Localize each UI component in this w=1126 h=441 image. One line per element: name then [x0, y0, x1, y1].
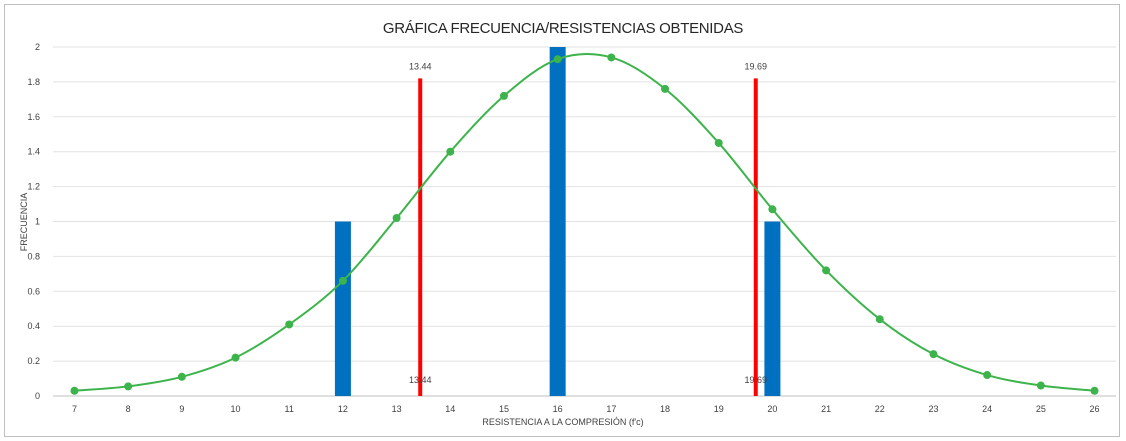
y-tick-label: 0.4 — [27, 321, 40, 331]
x-axis-label: RESISTENCIA A LA COMPRESIÓN (f'c) — [482, 417, 643, 427]
x-tick-label: 11 — [285, 404, 294, 414]
curve-point-22 — [875, 315, 884, 324]
y-tick-label: 1.8 — [27, 77, 40, 87]
limit-label-top: 19.69 — [744, 61, 767, 71]
x-tick-label: 12 — [338, 404, 348, 414]
curve-point-17 — [607, 53, 616, 62]
y-tick-label: 0.6 — [27, 286, 40, 296]
x-tick-label: 20 — [767, 404, 777, 414]
curve-point-12 — [338, 276, 347, 285]
y-tick-label: 0.8 — [27, 251, 40, 261]
curve-point-23 — [929, 350, 938, 359]
y-tick-label: 1.2 — [27, 182, 40, 192]
curve-point-11 — [285, 320, 294, 329]
curve-point-18 — [661, 84, 670, 93]
curve-point-7 — [70, 386, 79, 395]
x-tick-label: 22 — [875, 404, 885, 414]
limit-label-top: 13.44 — [409, 61, 432, 71]
x-tick-label: 26 — [1090, 404, 1100, 414]
curve-point-15 — [499, 91, 508, 100]
curve-line — [74, 53, 1095, 392]
curve-point-10 — [231, 353, 240, 362]
curve-point-13 — [392, 214, 401, 223]
curve-point-20 — [768, 205, 777, 214]
bar-20 — [764, 221, 781, 396]
y-tick-label: 0 — [35, 391, 40, 401]
y-axis-label: FRECUENCIA — [19, 193, 29, 252]
bar-12 — [334, 221, 351, 396]
y-tick-label: 1.6 — [27, 112, 40, 122]
curve-point-19 — [714, 138, 723, 147]
x-tick-label: 14 — [445, 404, 455, 414]
x-tick-label: 8 — [126, 404, 131, 414]
x-tick-label: 10 — [231, 404, 241, 414]
x-tick-label: 13 — [392, 404, 402, 414]
limit-label-bottom: 19.69 — [744, 375, 767, 385]
x-axis-ticks: 7 8 9 10 11 12 13 14 15 16 17 18 19 20 21 22 23 24 25 26 — [72, 404, 1100, 414]
curve-point-25 — [1036, 381, 1045, 390]
normal-curve — [70, 53, 1099, 395]
y-tick-label: 0.2 — [27, 356, 40, 366]
limit-lines: 13.44 13.44 19.69 19.69 — [409, 61, 767, 396]
x-tick-label: 25 — [1036, 404, 1046, 414]
curve-point-26 — [1090, 386, 1099, 395]
y-axis-ticks: 0 0.2 0.4 0.6 0.8 1 1.2 1.4 1.6 1.8 2 — [27, 42, 40, 401]
x-tick-label: 19 — [714, 404, 724, 414]
curve-point-21 — [822, 266, 831, 275]
x-tick-label: 18 — [660, 404, 670, 414]
gridlines — [53, 46, 1116, 397]
y-tick-label: 1 — [35, 217, 40, 227]
y-tick-label: 2 — [35, 42, 40, 52]
x-tick-label: 24 — [982, 404, 992, 414]
bar-16 — [549, 47, 566, 396]
x-tick-label: 16 — [553, 404, 563, 414]
curve-point-16 — [553, 55, 562, 64]
x-tick-label: 7 — [72, 404, 77, 414]
x-tick-label: 17 — [606, 404, 616, 414]
curve-point-24 — [983, 371, 992, 380]
curve-point-9 — [177, 372, 186, 381]
curve-point-14 — [446, 147, 455, 156]
curve-point-8 — [124, 382, 133, 391]
y-tick-label: 1.4 — [27, 147, 40, 157]
x-tick-label: 21 — [821, 404, 831, 414]
chart-title: GRÁFICA FRECUENCIA/RESISTENCIAS OBTENIDA… — [383, 20, 744, 37]
x-tick-label: 23 — [928, 404, 938, 414]
x-tick-label: 15 — [499, 404, 509, 414]
frequency-bars — [334, 47, 781, 396]
x-tick-label: 9 — [179, 404, 184, 414]
limit-label-bottom: 13.44 — [409, 375, 432, 385]
